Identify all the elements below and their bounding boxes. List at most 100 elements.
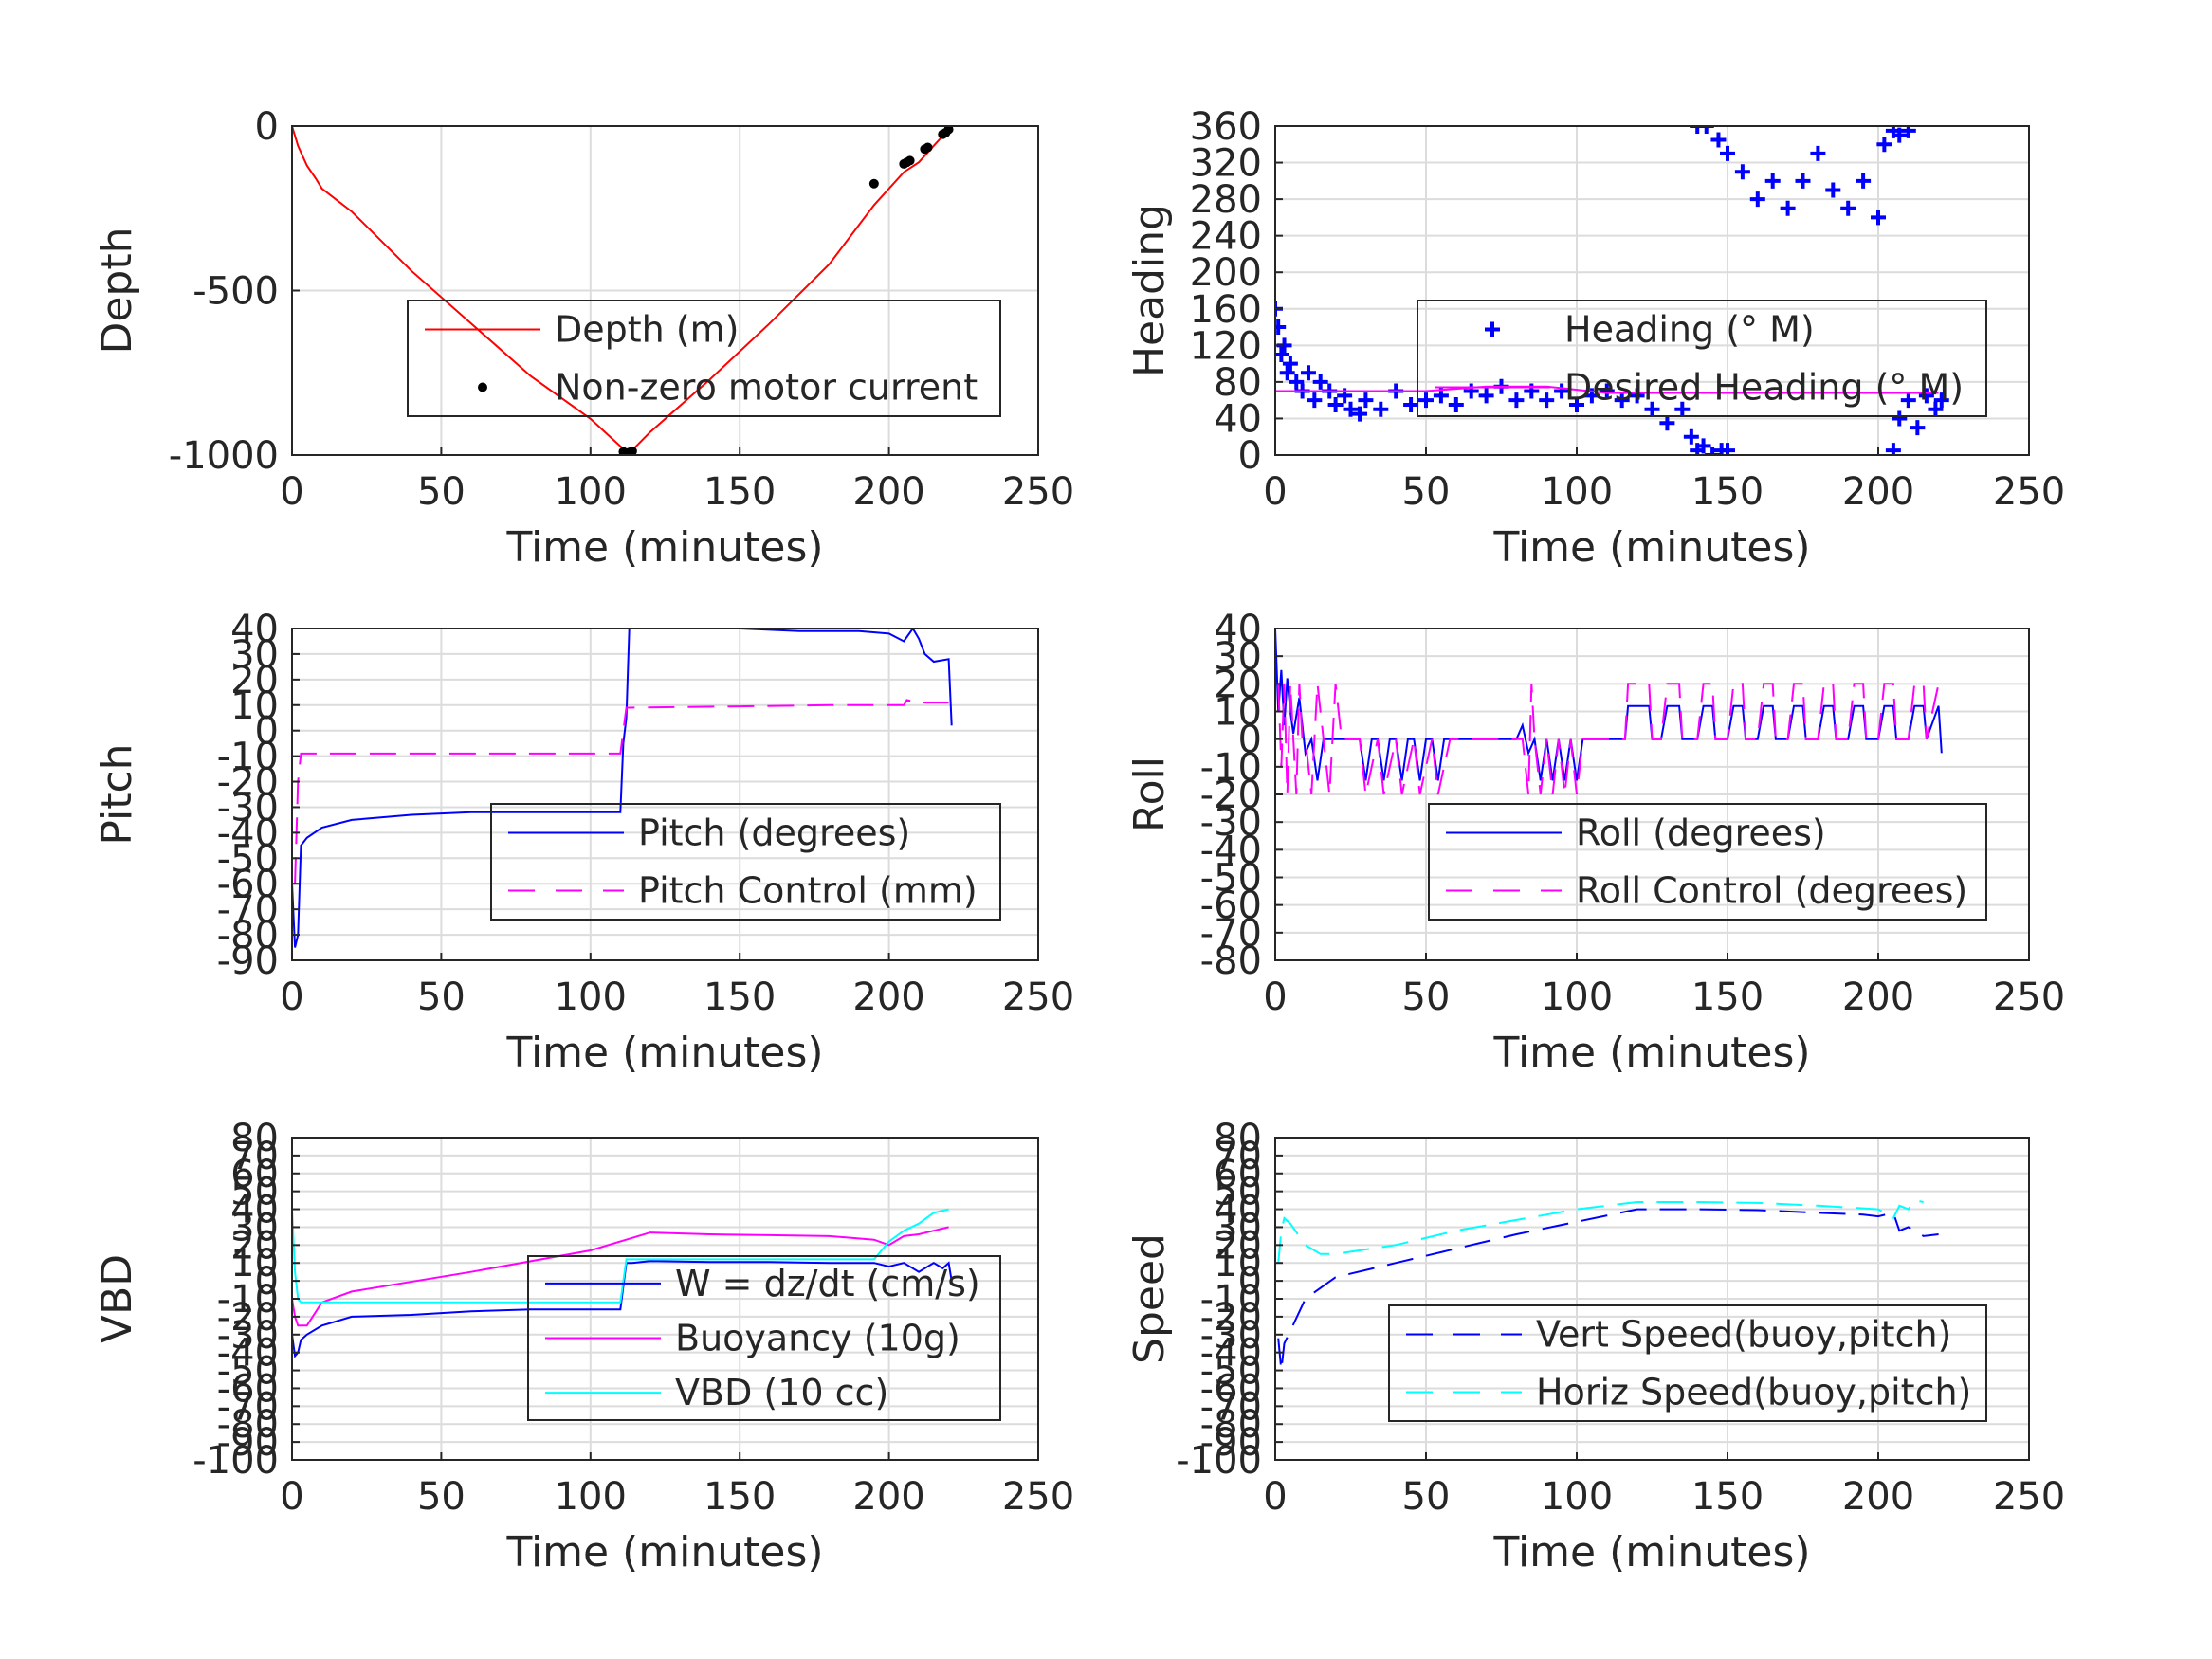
data-point	[1373, 401, 1389, 417]
y-tick-label: 40	[1214, 1189, 1262, 1232]
x-tick-label: 250	[1002, 1475, 1074, 1519]
y-axis-label: Roll	[1125, 757, 1174, 832]
y-tick-label: -30	[1200, 1314, 1262, 1358]
y-tick-label: -30	[1200, 801, 1262, 845]
y-tick-label: 40	[1214, 608, 1262, 651]
legend-swatch	[478, 382, 487, 392]
series-line	[292, 629, 953, 948]
legend-label: Heading (° M)	[1564, 309, 1815, 351]
data-point	[1698, 126, 1714, 134]
x-tick-label: 0	[1263, 1475, 1287, 1519]
series-line	[294, 699, 949, 884]
y-tick-label: -80	[1200, 939, 1262, 983]
y-tick-label: 0	[1238, 1260, 1262, 1304]
data-point	[943, 126, 954, 135]
data-point	[1403, 396, 1419, 412]
y-tick-label: 160	[1190, 288, 1262, 332]
y-axis-label: Speed	[1125, 1233, 1174, 1364]
data-point	[1275, 319, 1287, 336]
y-tick-label: 70	[1214, 1135, 1262, 1178]
legend-box	[407, 300, 1001, 417]
plot-area	[1275, 629, 1943, 795]
x-axis-label: Time (minutes)	[1492, 523, 1810, 572]
x-tick-label: 50	[1402, 1475, 1451, 1519]
x-tick-label: 150	[1691, 470, 1764, 514]
y-tick-label: 200	[1190, 251, 1262, 295]
y-tick-label: -90	[217, 1421, 279, 1465]
data-point	[1749, 191, 1765, 208]
y-tick-label: -70	[217, 888, 279, 932]
data-point	[1478, 388, 1494, 404]
data-point	[1343, 401, 1359, 417]
y-tick-label: 80	[1214, 361, 1262, 405]
y-tick-label: -50	[217, 1350, 279, 1394]
y-tick-label: 240	[1190, 215, 1262, 259]
chart-panel-6: 0 50 100 150 200 25080706050403020100-10-20-3…	[1125, 1117, 2065, 1577]
legend-label: Pitch (degrees)	[638, 812, 910, 854]
series-line	[292, 1260, 953, 1358]
y-tick-label: 20	[230, 659, 279, 702]
y-tick-label: -10	[217, 1278, 279, 1322]
data-point	[1871, 210, 1886, 226]
legend-label: Desired Heading (° M)	[1564, 367, 1964, 409]
data-point	[1900, 126, 1916, 138]
data-point	[1810, 145, 1826, 161]
y-tick-label: 30	[1214, 1206, 1262, 1249]
legend-swatch	[1485, 321, 1500, 337]
x-tick-label: 200	[1842, 1475, 1914, 1519]
data-point	[1840, 200, 1856, 216]
data-point	[627, 446, 637, 455]
legend-label: Horiz Speed(buoy,pitch)	[1536, 1372, 1971, 1413]
y-tick-label: 360	[1190, 105, 1262, 149]
x-tick-label: 0	[1263, 470, 1287, 514]
y-tick-label: -90	[1200, 1421, 1262, 1465]
data-point	[1418, 392, 1434, 409]
data-point	[1892, 410, 1908, 427]
legend: Vert Speed(buoy,pitch) Horiz Speed(buoy,p…	[1388, 1304, 1987, 1422]
y-tick-label: -100	[1176, 1439, 1262, 1483]
x-tick-label: 200	[852, 470, 924, 514]
y-tick-label: -40	[217, 1332, 279, 1376]
data-point	[1312, 374, 1328, 390]
y-tick-label: -60	[1200, 884, 1262, 928]
legend: Roll (degrees) Roll Control (degrees)	[1428, 803, 1987, 921]
series-line	[1275, 629, 1943, 781]
y-tick-label: 40	[230, 1189, 279, 1232]
axes-box	[291, 628, 1039, 961]
y-axis-label: Heading	[1125, 204, 1174, 377]
y-tick-label: 80	[230, 1117, 279, 1160]
y-tick-label: -50	[1200, 1350, 1262, 1394]
legend-label: Pitch Control (mm)	[638, 870, 978, 912]
x-axis-label: Time (minutes)	[1492, 1029, 1810, 1077]
legend-label: VBD (10 cc)	[675, 1372, 888, 1413]
x-tick-label: 200	[1842, 470, 1914, 514]
data-point	[1695, 438, 1711, 454]
y-axis-label: Pitch	[93, 743, 141, 845]
y-tick-label: -10	[217, 736, 279, 779]
y-tick-label: -70	[1200, 1385, 1262, 1429]
x-axis-label: Time (minutes)	[505, 1528, 823, 1577]
legend-box	[1417, 300, 1987, 417]
series-line	[1277, 1208, 1939, 1371]
data-point	[1300, 365, 1316, 381]
x-tick-label: 250	[1993, 975, 2065, 1019]
chart-panel-2: 0 50 100 150 200 2500408012016020024028032036…	[1125, 105, 2065, 572]
legend: Heading (° M) Desired Heading (° M)	[1417, 300, 1987, 417]
data-point	[1554, 383, 1570, 399]
legend-label: Roll Control (degrees)	[1576, 870, 1967, 912]
y-tick-label: 10	[1214, 1242, 1262, 1285]
y-tick-label: -20	[1200, 774, 1262, 817]
y-tick-label: -30	[217, 1314, 279, 1358]
y-tick-label: -60	[217, 1367, 279, 1411]
y-tick-label: -70	[217, 1385, 279, 1429]
legend: Pitch (degrees) Pitch Control (mm)	[490, 803, 1001, 921]
y-tick-label: -50	[1200, 857, 1262, 901]
data-point	[1928, 401, 1944, 417]
plot-area	[292, 629, 953, 948]
y-tick-label: 30	[230, 633, 279, 677]
legend: W = dz/dt (cm/s) Buoyancy (10g) VBD (10 cc…	[527, 1255, 1001, 1421]
y-tick-label: -10	[1200, 746, 1262, 790]
y-tick-label: -90	[217, 939, 279, 983]
data-point	[1279, 365, 1295, 381]
y-tick-label: -40	[217, 811, 279, 855]
